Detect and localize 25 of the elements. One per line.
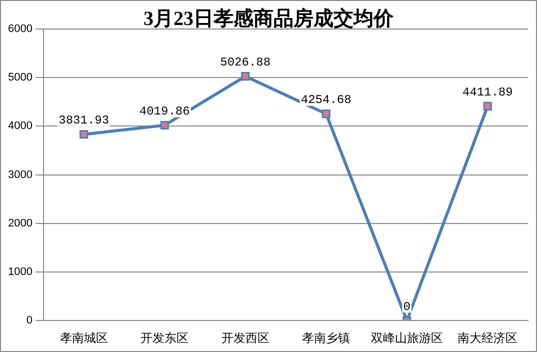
point [80,130,88,139]
data-label: 4254.68 [300,92,352,107]
y-tick-label: 0 [26,314,32,327]
x-tick-label: 南大经济区 [458,330,518,345]
data-label: 3831.93 [58,114,110,128]
point [322,110,330,118]
y-tick-label: 3000 [8,168,32,181]
x-tick-label: 双峰山旅游区 [370,330,443,345]
x-tick-label: 孝南乡镇 [302,330,350,345]
x-tick-label: 开发东区 [140,330,189,345]
y-tick-label: 6000 [8,23,32,36]
x-tick-label: 开发西区 [221,330,270,345]
data-label: 4019.86 [139,104,190,118]
point [160,120,169,130]
x-tick-label: 孝南城区 [60,330,108,345]
point [241,72,250,81]
y-tick-label: 1000 [8,266,32,278]
y-tick-label: 2000 [8,217,32,230]
data-label: 5026.88 [220,55,271,70]
y-tick-label: 5000 [8,72,32,84]
y-tick-label: 4000 [8,120,32,132]
chart-title: 3月23日孝感商品房成交均价 [144,8,394,30]
data-label: 4411.89 [462,85,513,100]
data-label: 0 [403,300,410,314]
point [483,102,492,110]
